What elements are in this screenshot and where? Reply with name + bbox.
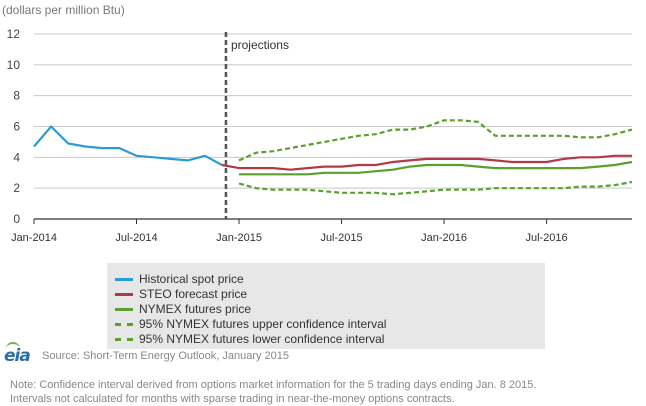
legend-label-historical: Historical spot price — [139, 272, 244, 286]
legend-label-upper: 95% NYMEX futures upper confidence inter… — [139, 317, 387, 331]
x-axis-ticks: Jan-2014 Jul-2014 Jan-2015 Jul-2015 Jan-2016… — [11, 219, 568, 244]
legend-swatch-lower — [115, 337, 133, 341]
series-line-1 — [221, 154, 632, 171]
series-line-4 — [238, 180, 633, 196]
x-tick-label: Jul-2016 — [525, 232, 567, 244]
gridlines — [34, 33, 632, 220]
y-tick-label: 12 — [7, 27, 21, 41]
legend-swatch-steo — [115, 292, 133, 296]
y-axis-unit-label: (dollars per million Btu) — [2, 3, 125, 17]
legend-item-upper: 95% NYMEX futures upper confidence inter… — [115, 317, 386, 331]
note-line-1: Note: Confidence interval derived from o… — [10, 379, 537, 391]
eia-logo: eia — [4, 346, 31, 366]
y-tick-label: 4 — [13, 150, 20, 164]
note-line-2: Intervals not calculated for months with… — [10, 393, 455, 405]
y-tick-label: 8 — [13, 89, 20, 103]
series-line-0 — [33, 125, 223, 166]
projections-label: projections — [231, 38, 289, 52]
x-tick-label: Jul-2015 — [320, 232, 362, 244]
legend-label-steo: STEO forecast price — [139, 287, 248, 301]
legend-swatch-upper — [115, 322, 133, 326]
legend-swatch-historical — [115, 277, 133, 281]
legend-label-lower: 95% NYMEX futures lower confidence inter… — [139, 332, 385, 346]
x-tick-label: Jan-2015 — [216, 232, 262, 244]
legend: Historical spot price STEO forecast pric… — [107, 263, 545, 349]
legend-item-nymex: NYMEX futures price — [115, 302, 251, 316]
y-tick-label: 2 — [13, 181, 20, 195]
series-line-2 — [239, 160, 633, 176]
source-text: Source: Short-Term Energy Outlook, Janua… — [42, 350, 290, 362]
series-lines — [33, 119, 633, 196]
legend-item-historical: Historical spot price — [115, 272, 244, 286]
chart: (dollars per million Btu) 0 2 4 6 8 10 12 Jan-… — [2, 3, 633, 244]
legend-swatch-nymex — [115, 307, 133, 311]
legend-item-lower: 95% NYMEX futures lower confidence inter… — [115, 332, 384, 346]
x-tick-label: Jan-2016 — [421, 232, 467, 244]
y-tick-label: 6 — [13, 120, 20, 134]
eia-logo-arc — [6, 342, 20, 352]
note-text: Note: Confidence interval derived from o… — [10, 378, 640, 406]
x-tick-label: Jul-2014 — [115, 232, 157, 244]
legend-item-steo: STEO forecast price — [115, 287, 247, 301]
y-tick-label: 10 — [7, 58, 21, 72]
legend-label-nymex: NYMEX futures price — [139, 302, 252, 316]
x-tick-label: Jan-2014 — [11, 232, 57, 244]
y-tick-label: 0 — [13, 212, 20, 226]
series-line-3 — [238, 119, 633, 162]
y-axis-ticks: 0 2 4 6 8 10 12 — [7, 27, 21, 226]
